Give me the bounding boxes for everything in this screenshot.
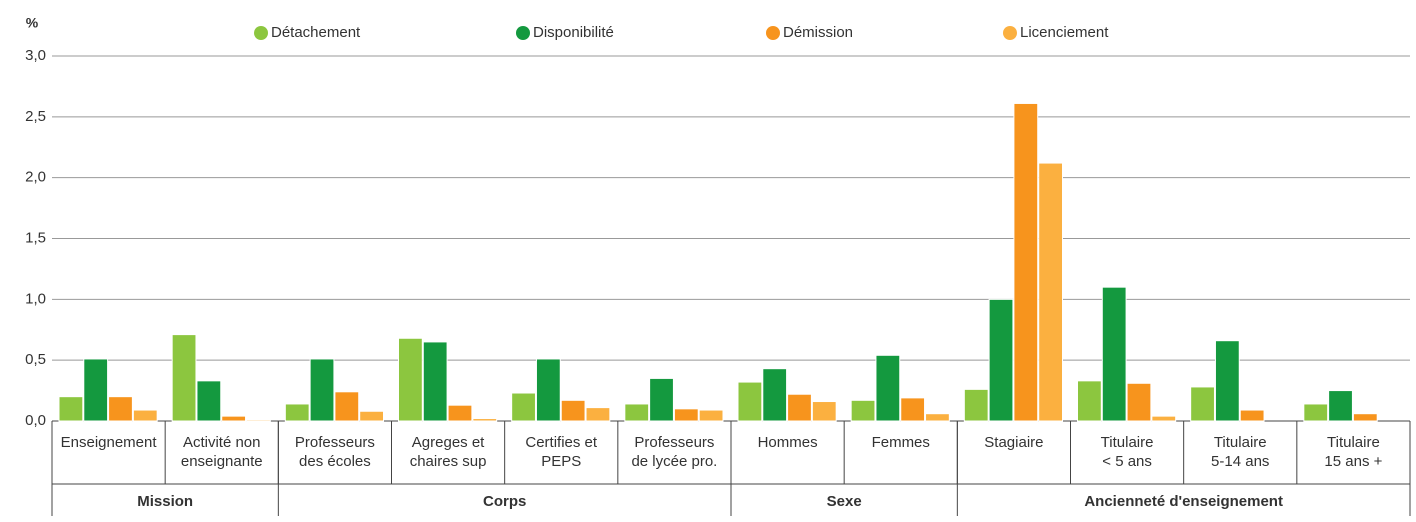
bar (132, 409, 158, 422)
bar (875, 354, 901, 422)
bar (988, 298, 1014, 422)
bar (673, 408, 699, 422)
bar (334, 391, 360, 422)
y-tick-label: 0,0 (25, 412, 46, 429)
bar (1239, 409, 1265, 422)
bar (585, 407, 611, 422)
y-tick-label: 2,5 (25, 108, 46, 125)
bar (108, 396, 133, 422)
bar (787, 393, 812, 422)
bar (398, 337, 423, 422)
x-tick-label: Titulaire 5-14 ans (1211, 434, 1270, 470)
group-label: Corps (483, 493, 526, 510)
bar (737, 381, 763, 422)
bar (221, 415, 247, 422)
x-tick-label: Stagiaire (984, 434, 1044, 451)
x-tick-label: Titulaire 15 ans + (1324, 434, 1383, 470)
bar (963, 388, 989, 422)
bar (1126, 382, 1152, 422)
bar (472, 418, 498, 422)
bar (1352, 413, 1378, 422)
y-tick-label: 0,5 (25, 351, 46, 368)
bar (1038, 162, 1064, 422)
x-tick-label: Agreges et chaires sup (409, 434, 487, 470)
bar (1013, 102, 1039, 422)
legend-label: Détachement (271, 24, 361, 41)
bar (1077, 380, 1102, 422)
bar (1151, 415, 1177, 422)
legend-marker (766, 26, 780, 40)
group-label: Sexe (827, 493, 862, 510)
bar (359, 410, 385, 422)
bar (1303, 403, 1329, 422)
bar (171, 334, 197, 422)
bar (196, 380, 222, 422)
bar (422, 341, 448, 422)
group-label: Ancienneté d'enseignement (1084, 493, 1283, 510)
bar (698, 409, 724, 422)
y-tick-label: 3,0 (25, 47, 46, 64)
group-label: Mission (137, 493, 193, 510)
legend-marker (516, 26, 530, 40)
bar (1214, 340, 1240, 422)
bar (850, 399, 876, 422)
bar (649, 377, 674, 422)
y-tick-label: 2,0 (25, 169, 46, 186)
y-tick-label: 1,0 (25, 290, 46, 307)
bar (900, 397, 926, 422)
bar (811, 401, 837, 422)
bar (762, 368, 788, 422)
legend-label: Démission (783, 24, 853, 41)
bar (624, 403, 650, 422)
bar (284, 403, 310, 422)
bar (1190, 386, 1215, 422)
bar (58, 396, 84, 422)
bar (447, 404, 473, 422)
bar (925, 413, 950, 422)
bar (83, 358, 109, 422)
legend-marker (1003, 26, 1017, 40)
legend-marker (254, 26, 268, 40)
bar (535, 358, 561, 422)
bar (309, 358, 335, 422)
x-tick-label: Professeurs de lycée pro. (631, 434, 718, 470)
bar (246, 419, 271, 422)
x-tick-label: Enseignement (60, 434, 157, 451)
legend-label: Licenciement (1020, 24, 1109, 41)
x-tick-label: Certifies et PEPS (525, 434, 598, 470)
x-tick-label: Titulaire < 5 ans (1100, 434, 1154, 470)
x-tick-label: Professeurs des écoles (294, 434, 375, 470)
bar (1101, 286, 1127, 422)
x-tick-label: Femmes (871, 434, 930, 451)
x-tick-label: Hommes (757, 434, 818, 451)
legend-label: Disponibilité (533, 24, 614, 41)
bar (560, 399, 586, 422)
bar (1328, 390, 1353, 422)
bar (511, 392, 536, 422)
y-tick-label: 1,5 (25, 229, 46, 246)
y-axis-label: % (26, 15, 39, 31)
x-tick-label: Activité non enseignante (180, 434, 263, 470)
